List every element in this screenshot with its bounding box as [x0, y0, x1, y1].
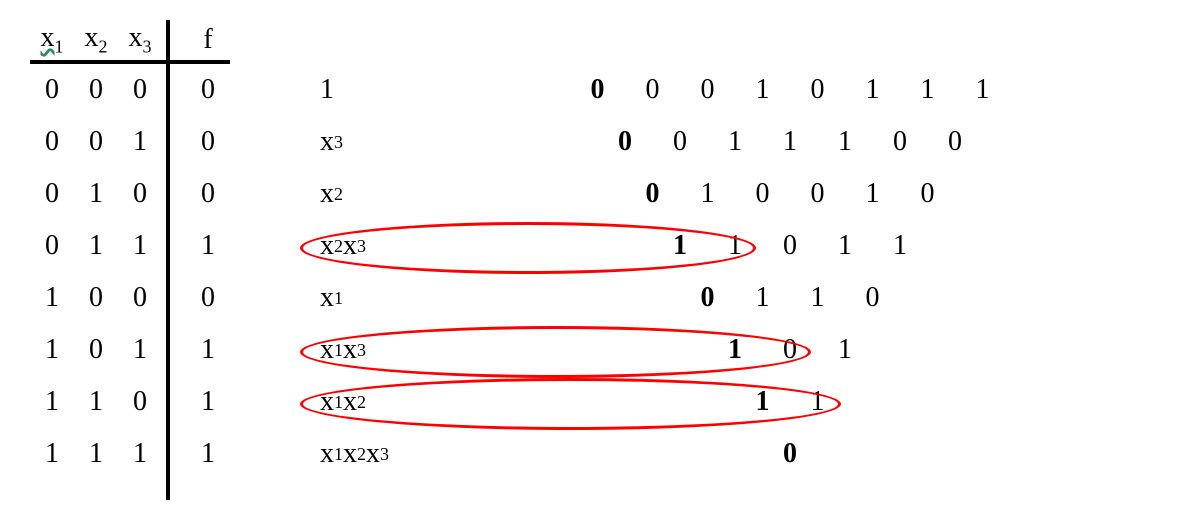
- truth-table-f-cell: 1: [186, 230, 230, 262]
- truth-table-cell: 1: [118, 334, 162, 366]
- triangle-cell: 1: [653, 230, 708, 262]
- truth-table-row: 1011: [30, 324, 230, 376]
- truth-table-row: 0111: [30, 220, 230, 272]
- truth-table-cell: 1: [30, 386, 74, 418]
- truth-table-row: 0100: [30, 168, 230, 220]
- truth-table-cell: 0: [74, 282, 118, 314]
- triangle-row: 11: [735, 376, 845, 428]
- triangle-cell: 0: [790, 74, 845, 106]
- truth-table-cell: 0: [30, 126, 74, 158]
- truth-table-cell: 0: [30, 230, 74, 262]
- triangle-cell: 0: [680, 74, 735, 106]
- triangle-cell: 1: [900, 74, 955, 106]
- truth-table-cell: 0: [74, 74, 118, 106]
- truth-table-cell: 0: [118, 282, 162, 314]
- truth-table-cell: 0: [30, 178, 74, 210]
- truth-table-cell: 1: [74, 178, 118, 210]
- truth-table-cell: 1: [118, 438, 162, 470]
- truth-table: x1 x2 x3 f 00000010010001111000101111011…: [30, 20, 230, 480]
- triangle-cell: 1: [873, 230, 928, 262]
- term-label: x1x2: [320, 376, 389, 428]
- triangle-cell: 0: [625, 74, 680, 106]
- term-label: x2: [320, 168, 389, 220]
- triangle-row: 0011100: [598, 116, 983, 168]
- triangle-cell: 1: [955, 74, 1010, 106]
- triangle-row: 0: [763, 428, 818, 480]
- truth-table-cell: 1: [74, 438, 118, 470]
- triangle-cell: 1: [680, 178, 735, 210]
- term-label: x1: [320, 272, 389, 324]
- header-f: f: [186, 24, 230, 56]
- truth-table-f-cell: 0: [186, 126, 230, 158]
- triangle-cell: 1: [845, 74, 900, 106]
- triangle-cell: 0: [570, 74, 625, 106]
- triangle-cell: 1: [845, 178, 900, 210]
- triangle-cell: 1: [818, 334, 873, 366]
- triangle-cell: 0: [680, 282, 735, 314]
- triangle-cell: 0: [763, 334, 818, 366]
- triangle-cell: 1: [790, 282, 845, 314]
- triangle-cell: 1: [708, 334, 763, 366]
- triangle-cell: 1: [818, 230, 873, 262]
- truth-table-cell: 0: [118, 386, 162, 418]
- truth-table-cell: 1: [74, 230, 118, 262]
- term-label: x1x3: [320, 324, 389, 376]
- truth-table-cell: 0: [74, 334, 118, 366]
- truth-table-cell: 0: [118, 74, 162, 106]
- triangle-cell: 1: [708, 126, 763, 158]
- term-label: 1: [320, 64, 389, 116]
- triangle-row: 101: [708, 324, 873, 376]
- truth-table-f-cell: 1: [186, 438, 230, 470]
- truth-table-f-cell: 0: [186, 282, 230, 314]
- truth-table-f-cell: 0: [186, 178, 230, 210]
- truth-table-row: 1000: [30, 272, 230, 324]
- truth-table-row: 0010: [30, 116, 230, 168]
- triangle-row: 00010111: [570, 64, 1010, 116]
- truth-table-f-cell: 1: [186, 386, 230, 418]
- triangle-row: 010010: [625, 168, 955, 220]
- triangle-cell: 1: [735, 282, 790, 314]
- triangle-cell: 1: [763, 126, 818, 158]
- triangle-cell: 0: [873, 126, 928, 158]
- truth-table-cell: 1: [74, 386, 118, 418]
- triangle-row: 11011: [653, 220, 928, 272]
- triangle-cell: 1: [735, 386, 790, 418]
- truth-table-cell: 0: [30, 74, 74, 106]
- truth-table-cell: 0: [74, 126, 118, 158]
- triangle-cell: 0: [625, 178, 680, 210]
- triangle-cell: 0: [653, 126, 708, 158]
- term-labels: 1x3x2x2x3x1x1x3x1x2x1x2x3: [320, 64, 389, 480]
- triangle-cell: 1: [735, 74, 790, 106]
- triangle-cell: 0: [763, 230, 818, 262]
- truth-table-header: x1 x2 x3 f: [30, 20, 230, 64]
- truth-table-row: 1101: [30, 376, 230, 428]
- truth-table-row: 0000: [30, 64, 230, 116]
- triangle-cell: 0: [735, 178, 790, 210]
- triangle-cell: 1: [818, 126, 873, 158]
- truth-table-cell: 0: [118, 178, 162, 210]
- truth-table-cell: 1: [118, 230, 162, 262]
- truth-table-cell: 1: [30, 282, 74, 314]
- triangle-cell: 0: [763, 438, 818, 470]
- triangle-cell: 0: [845, 282, 900, 314]
- truth-table-f-cell: 1: [186, 334, 230, 366]
- triangle-cell: 1: [790, 386, 845, 418]
- truth-table-cell: 1: [30, 438, 74, 470]
- triangle-cell: 0: [928, 126, 983, 158]
- term-label: x3: [320, 116, 389, 168]
- triangle-cell: 0: [790, 178, 845, 210]
- header-x2: x2: [74, 22, 118, 58]
- term-label: x2x3: [320, 220, 389, 272]
- truth-table-cell: 1: [118, 126, 162, 158]
- triangle-cell: 0: [900, 178, 955, 210]
- triangle-cell: 0: [598, 126, 653, 158]
- triangle-cell: 1: [708, 230, 763, 262]
- triangle-row: 0110: [680, 272, 900, 324]
- term-label: x1x2x3: [320, 428, 389, 480]
- truth-table-row: 1111: [30, 428, 230, 480]
- truth-table-cell: 1: [30, 334, 74, 366]
- header-x1: x1: [30, 22, 74, 58]
- truth-table-f-cell: 0: [186, 74, 230, 106]
- header-x3: x3: [118, 22, 162, 58]
